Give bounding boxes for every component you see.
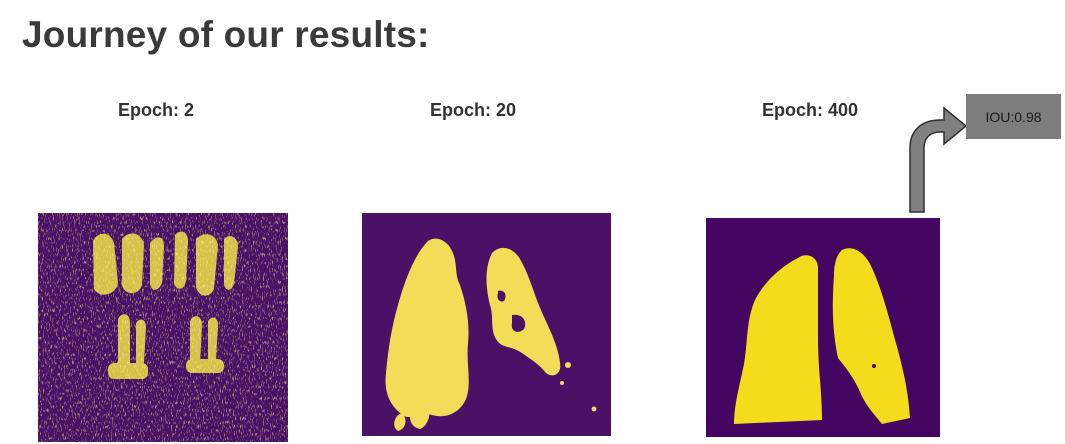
epoch-400-label: Epoch: 400 <box>762 100 859 120</box>
iou-score-badge: IOU:0.98 <box>966 94 1061 139</box>
page-title: Journey of our results: <box>22 14 430 55</box>
epoch-20-mask-image <box>362 213 611 436</box>
epoch-20-label: Epoch: 20 <box>430 100 517 120</box>
epoch-2-mask-image <box>38 213 288 442</box>
arrow-to-iou-icon <box>909 106 968 213</box>
epoch-2-label: Epoch: 2 <box>118 100 195 120</box>
epoch-400-mask-image <box>706 218 940 437</box>
